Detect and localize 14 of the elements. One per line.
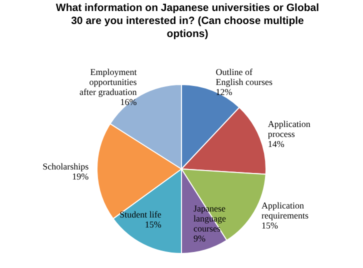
slice-label: Student life bbox=[120, 210, 162, 220]
slice-label: Employment opportunities after graduation bbox=[79, 66, 138, 97]
data-label: 12% bbox=[216, 86, 233, 97]
slice-label: Application requirements bbox=[262, 200, 309, 221]
slice-label: Application process bbox=[268, 119, 311, 140]
data-label: 15% bbox=[262, 220, 279, 231]
data-label: 15% bbox=[144, 220, 162, 230]
data-label: 19% bbox=[72, 171, 90, 182]
data-label: 16% bbox=[120, 96, 138, 107]
slice-label: Scholarships bbox=[42, 161, 90, 172]
data-label: 14% bbox=[268, 139, 285, 150]
slice-label: Outline of English courses bbox=[216, 66, 273, 87]
data-label: 9% bbox=[194, 234, 206, 244]
chart-title: What information on Japanese universities or Global 30 are you interested in? (Can choose multiple options) bbox=[55, 2, 320, 41]
